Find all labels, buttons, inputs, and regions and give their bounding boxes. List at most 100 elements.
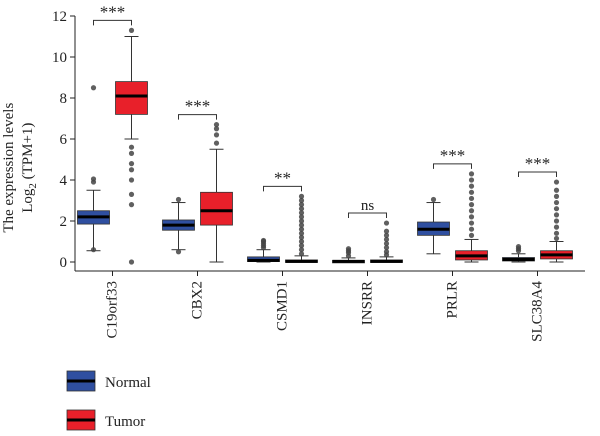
outlier-point xyxy=(298,226,305,232)
outlier-point xyxy=(90,247,97,253)
x-tick-label: CSMD1 xyxy=(275,281,291,331)
outlier-point xyxy=(468,214,475,220)
y-tick-label: 6 xyxy=(60,132,68,148)
y-axis-label-subscript: 2 xyxy=(27,183,39,189)
outlier-point xyxy=(468,232,475,238)
outlier-point xyxy=(213,122,220,128)
outlier-point xyxy=(128,191,135,197)
outlier-point xyxy=(468,226,475,232)
outlier-point xyxy=(468,183,475,189)
outlier-point xyxy=(468,220,475,226)
outlier-point xyxy=(383,232,390,238)
significance-label: *** xyxy=(185,97,211,116)
outlier-point xyxy=(298,234,305,240)
y-axis-label-line1: The expression levels xyxy=(1,103,17,233)
outlier-point xyxy=(213,132,220,138)
box-csmd1-normal xyxy=(247,237,280,263)
outlier-point xyxy=(553,230,560,236)
box-insrr-normal xyxy=(332,246,365,264)
box-slc38a4-tumor xyxy=(540,179,573,263)
outlier-point xyxy=(175,249,182,255)
box-cbx2-normal xyxy=(162,196,195,255)
outlier-point xyxy=(345,246,352,252)
outlier-point xyxy=(298,243,305,249)
outlier-point xyxy=(298,218,305,224)
x-tick-label: CBX2 xyxy=(190,281,206,319)
outlier-point xyxy=(383,228,390,234)
outlier-point xyxy=(515,244,522,250)
y-ticks-group: 0 2 4 6 8 10 12 xyxy=(52,9,75,271)
significance-bracket xyxy=(518,171,557,178)
outlier-point xyxy=(553,179,560,185)
outlier-point xyxy=(128,161,135,167)
outlier-point xyxy=(298,247,305,253)
x-tick-label: PRLR xyxy=(445,281,461,319)
significance-bracket xyxy=(178,114,217,120)
y-tick-label: 10 xyxy=(52,50,67,66)
outlier-point xyxy=(298,202,305,208)
x-tick-label: C19orf33 xyxy=(105,281,121,339)
significance-label: ns xyxy=(361,198,375,214)
outlier-point xyxy=(128,167,135,173)
outlier-point xyxy=(553,235,560,242)
outlier-point xyxy=(128,202,135,208)
box-insrr-tumor xyxy=(370,220,403,263)
outlier-point xyxy=(128,27,135,33)
outlier-point xyxy=(468,202,475,208)
outlier-point xyxy=(90,176,97,182)
outlier-point xyxy=(468,189,475,195)
box-c19orf33-tumor xyxy=(115,27,148,265)
outlier-point xyxy=(553,212,560,218)
outlier-point xyxy=(128,177,135,183)
outlier-point xyxy=(298,214,305,220)
outlier-point xyxy=(383,240,390,247)
outlier-point xyxy=(298,238,305,245)
significance-bracket xyxy=(348,212,387,219)
significance-label: *** xyxy=(100,2,126,21)
y-tick-label: 2 xyxy=(60,214,68,230)
outlier-point xyxy=(553,206,560,212)
outlier-point xyxy=(553,224,560,230)
box-iqr xyxy=(200,191,233,226)
outlier-point xyxy=(260,237,267,244)
outlier-point xyxy=(298,222,305,228)
outlier-point xyxy=(298,206,305,212)
significance-bracket xyxy=(433,163,472,169)
box-prlr-tumor xyxy=(455,171,488,263)
outlier-point xyxy=(298,193,305,199)
y-axis-label-line2: Log2 (TPM+1) xyxy=(20,123,39,213)
box-cbx2-tumor xyxy=(200,122,233,263)
axes-group xyxy=(74,16,585,272)
box-slc38a4-normal xyxy=(502,244,535,263)
legend-label-tumor: Tumor xyxy=(105,414,145,430)
outlier-point xyxy=(553,199,560,206)
outlier-point xyxy=(213,140,220,146)
outlier-point xyxy=(383,245,390,251)
significance-label: ** xyxy=(274,168,291,187)
box-c19orf33-normal xyxy=(77,85,110,253)
y-axis-label: The expression levels Log2 (TPM+1) xyxy=(1,103,39,233)
outlier-point xyxy=(175,196,182,203)
outlier-point xyxy=(128,259,135,265)
outlier-point xyxy=(468,171,475,177)
significance-group: ********ns*** *** xyxy=(93,2,557,219)
x-tick-label: INSRR xyxy=(360,281,376,325)
y-axis-label-log: Log xyxy=(20,188,36,213)
outlier-point xyxy=(298,251,305,257)
significance-label: *** xyxy=(440,146,466,165)
x-tick-label: SLC38A4 xyxy=(530,281,546,342)
box-iqr xyxy=(115,81,148,115)
significance-bracket xyxy=(93,19,132,26)
box-csmd1-tumor xyxy=(285,193,318,263)
outlier-point xyxy=(468,177,475,183)
y-tick-label: 4 xyxy=(60,173,68,189)
outlier-point xyxy=(468,195,475,202)
outlier-point xyxy=(383,220,390,226)
outlier-point xyxy=(553,218,560,224)
outlier-point xyxy=(383,236,390,243)
y-axis-label-unit: (TPM+1) xyxy=(20,123,36,184)
outlier-point xyxy=(468,208,475,214)
outlier-point xyxy=(383,249,390,255)
y-tick-label: 8 xyxy=(60,91,68,107)
